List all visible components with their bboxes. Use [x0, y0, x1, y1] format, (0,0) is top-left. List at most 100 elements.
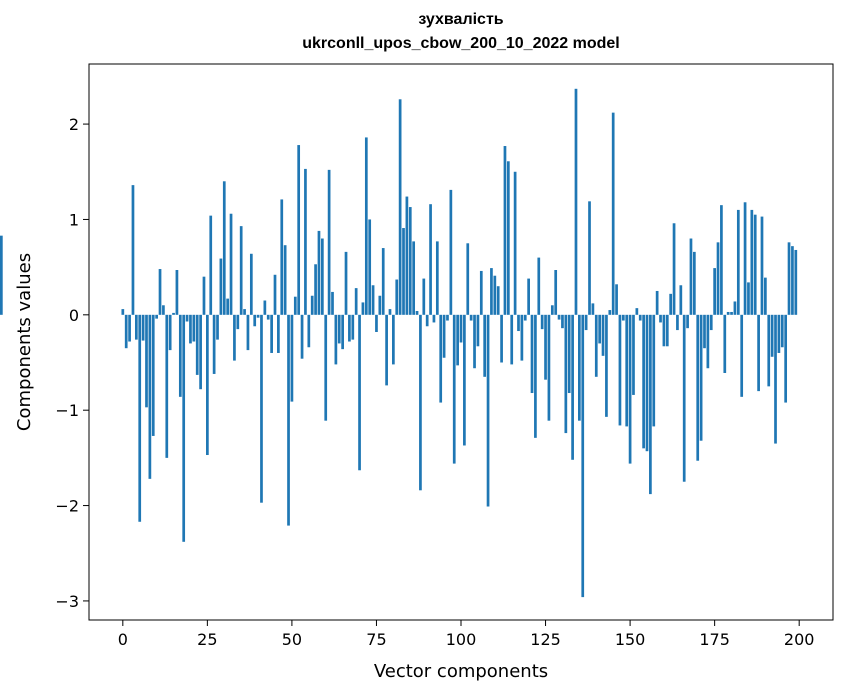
bar: [317, 230, 321, 315]
bar: [618, 314, 622, 426]
bar: [699, 314, 703, 441]
y-tick-label: 1: [69, 210, 79, 229]
bar: [584, 314, 588, 331]
bar: [777, 314, 781, 353]
bar: [239, 226, 243, 315]
bar: [243, 309, 246, 315]
bar: [381, 248, 385, 315]
bar: [598, 314, 602, 344]
bar: [692, 251, 696, 315]
bar: [293, 296, 297, 315]
bar: [628, 314, 632, 464]
bar: [131, 185, 135, 315]
bar: [578, 314, 581, 421]
bar: [145, 314, 148, 408]
bar: [557, 314, 561, 320]
bar: [439, 314, 443, 403]
x-tick-label: 25: [197, 630, 217, 649]
bar: [591, 303, 595, 315]
bar: [212, 314, 216, 374]
x-axis-label: Vector components: [374, 661, 548, 682]
bar: [770, 314, 774, 357]
bar: [364, 137, 368, 315]
bar: [446, 314, 449, 321]
x-tick-label: 0: [118, 630, 128, 649]
bar: [327, 169, 331, 315]
bar: [791, 246, 794, 315]
bar: [567, 314, 571, 394]
x-tick-label: 150: [615, 630, 646, 649]
bar: [645, 314, 649, 452]
y-tick-label: −2: [55, 497, 79, 516]
bar: [405, 196, 409, 315]
bar: [550, 305, 554, 315]
bar: [469, 314, 473, 321]
bar: [662, 314, 666, 347]
bar: [720, 205, 723, 315]
bar: [449, 189, 453, 315]
bar: [496, 286, 500, 315]
bar: [419, 314, 422, 491]
bar: [753, 214, 757, 315]
bar: [233, 314, 236, 361]
x-tick-label: 50: [282, 630, 302, 649]
bar: [716, 242, 720, 315]
bar: [249, 253, 253, 315]
bar: [655, 290, 659, 315]
bar: [682, 314, 686, 482]
y-tick-label: −1: [55, 401, 79, 420]
bar: [608, 310, 612, 315]
bar: [665, 314, 669, 347]
bar: [581, 314, 585, 598]
bar: [429, 204, 432, 315]
bar: [395, 279, 399, 315]
bar: [432, 314, 436, 323]
bar: [385, 314, 388, 386]
bar: [611, 112, 615, 315]
bar: [236, 314, 240, 330]
bar: [290, 314, 294, 402]
bar: [760, 216, 764, 315]
bar: [158, 269, 162, 315]
bar: [442, 314, 446, 358]
bar: [513, 171, 517, 315]
bar: [490, 268, 493, 315]
bar: [534, 314, 537, 438]
bar: [314, 264, 317, 315]
bar: [256, 314, 260, 318]
bar: [503, 146, 507, 315]
bar: [189, 314, 192, 344]
x-tick-label: 125: [530, 630, 561, 649]
bar: [479, 270, 483, 315]
bar: [476, 314, 480, 347]
bar: [320, 238, 324, 315]
bar: [767, 314, 771, 387]
bar: [730, 311, 733, 315]
bar: [520, 314, 524, 361]
bar: [652, 314, 656, 427]
x-axis-ticks: 0 25 50 75 100 125 150 175 200: [118, 620, 814, 649]
bar: [229, 213, 233, 315]
bar: [415, 311, 419, 315]
bar: [371, 285, 375, 315]
bar: [574, 88, 578, 315]
y-tick-label: 2: [69, 115, 79, 134]
bar: [686, 314, 689, 329]
bar: [209, 215, 213, 315]
bar: [473, 314, 476, 369]
bar: [709, 314, 713, 331]
bar: [337, 314, 341, 344]
bar: [632, 314, 635, 395]
chart-title: зухвалість: [418, 11, 504, 28]
bar: [703, 314, 706, 349]
bar: [246, 314, 250, 351]
bar: [527, 278, 530, 315]
bar: [310, 295, 314, 315]
bar: [253, 314, 257, 327]
bar: [422, 278, 426, 315]
bar: [530, 314, 534, 394]
bar: [280, 199, 284, 315]
bar: [358, 314, 361, 471]
bar: [493, 275, 497, 315]
bar: [266, 314, 270, 320]
